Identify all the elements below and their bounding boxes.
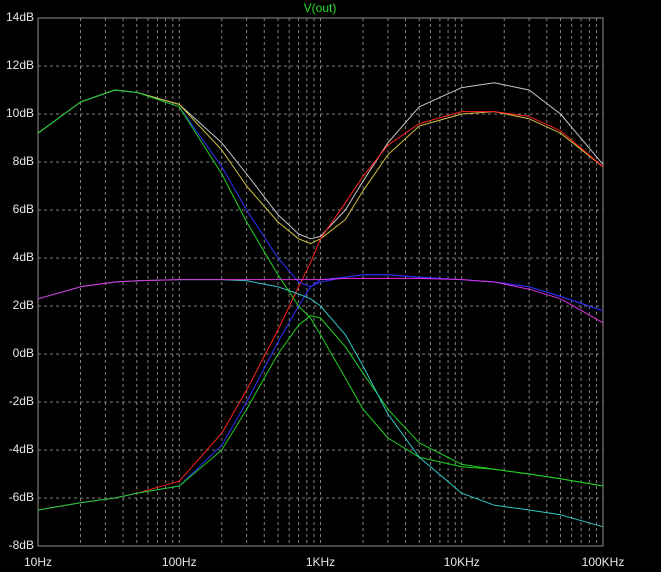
y-tick-label: 10dB — [6, 106, 34, 120]
y-tick-label: 8dB — [13, 154, 34, 168]
plot-frame — [37, 17, 604, 547]
y-tick-label: -6dB — [9, 490, 34, 504]
y-tick-label: -8dB — [9, 538, 34, 552]
y-tick-label: -4dB — [9, 442, 34, 456]
y-tick-label: 12dB — [6, 58, 34, 72]
series-line — [37, 315, 604, 511]
series-line — [37, 277, 604, 324]
x-tick-label: 100KHz — [582, 555, 625, 569]
x-tick-label: 10Hz — [24, 555, 52, 569]
x-tick-label: 1KHz — [306, 555, 335, 569]
x-tick-label: 100Hz — [162, 555, 197, 569]
y-tick-label: 6dB — [13, 202, 34, 216]
y-tick-label: 4dB — [13, 250, 34, 264]
y-tick-label: 2dB — [13, 298, 34, 312]
y-tick-label: -2dB — [9, 394, 34, 408]
y-tick-label: 14dB — [6, 10, 34, 24]
y-tick-label: 0dB — [13, 346, 34, 360]
series-line — [37, 111, 604, 511]
chart-title: V(out) — [304, 1, 337, 15]
x-tick-label: 10KHz — [444, 555, 480, 569]
